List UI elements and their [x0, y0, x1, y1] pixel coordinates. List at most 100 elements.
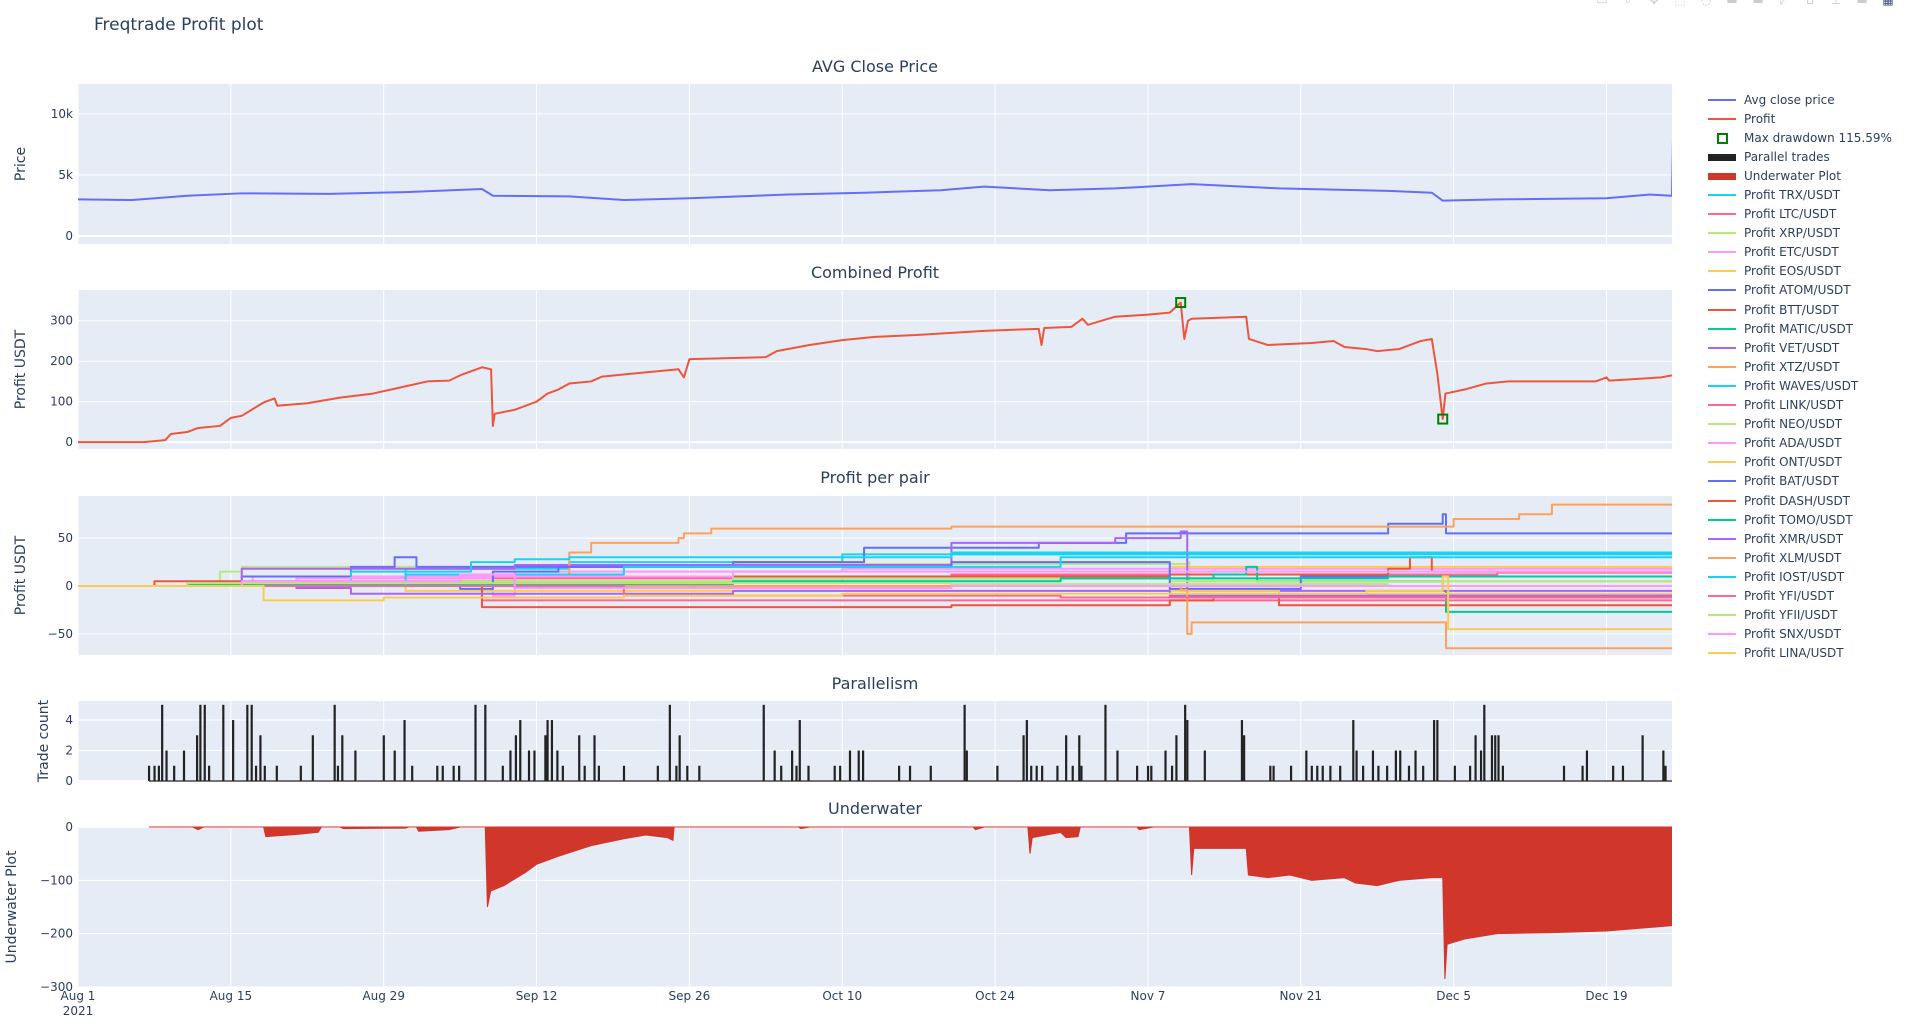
legend-item[interactable]: Profit VET/USDT: [1706, 338, 1892, 357]
series-profit-xmr-usdt-line: [78, 585, 1672, 597]
legend-item[interactable]: Profit XMR/USDT: [1706, 529, 1892, 548]
parallel-bar: [597, 765, 600, 781]
y-axis-title: Price: [13, 147, 29, 181]
parallel-bar: [1240, 720, 1244, 781]
legend-item[interactable]: Profit LTC/USDT: [1706, 205, 1892, 224]
legend-label: Profit DASH/USDT: [1744, 493, 1851, 508]
legend-item[interactable]: Max drawdown 115.59%: [1706, 128, 1892, 147]
line-swatch-icon: [1706, 552, 1738, 564]
plotly-logo-icon[interactable]: ▦: [1882, 0, 1894, 7]
parallel-bar: [839, 765, 842, 781]
zoom-in-icon[interactable]: ▬: [1726, 0, 1738, 7]
legend-item[interactable]: Profit BTT/USDT: [1706, 300, 1892, 319]
parallel-bar: [411, 765, 414, 781]
pan-icon[interactable]: ✥: [1648, 0, 1660, 7]
legend-label: Profit BTT/USDT: [1744, 302, 1839, 317]
legend-item[interactable]: Profit BAT/USDT: [1706, 472, 1892, 491]
parallel-bar: [1269, 765, 1272, 781]
legend-item[interactable]: Profit YFI/USDT: [1706, 586, 1892, 605]
y-tick-label: 10k: [51, 107, 73, 121]
camera-icon[interactable]: ▭: [1596, 0, 1608, 7]
legend-item[interactable]: Profit MATIC/USDT: [1706, 319, 1892, 338]
parallel-bar: [1310, 765, 1313, 781]
x-tick-label: Aug 1: [61, 989, 96, 1003]
parallel-bar: [1186, 720, 1189, 781]
legend-label: Profit YFII/USDT: [1744, 608, 1838, 623]
legend-label: Profit BAT/USDT: [1744, 474, 1839, 489]
legend-item[interactable]: Profit DASH/USDT: [1706, 491, 1892, 510]
legend-item[interactable]: Profit YFII/USDT: [1706, 606, 1892, 625]
legend-item[interactable]: Profit TOMO/USDT: [1706, 510, 1892, 529]
parallel-bar: [1136, 765, 1139, 781]
parallel-bar: [1056, 765, 1059, 781]
parallel-bar: [1621, 765, 1625, 781]
series-profit-dash-usdt-line: [78, 585, 1672, 609]
autoscale-icon[interactable]: ⤢: [1779, 0, 1789, 7]
line-swatch-icon: [1706, 571, 1738, 583]
y-tick-label: −100: [40, 873, 73, 887]
legend-item[interactable]: Profit: [1706, 109, 1892, 128]
x-tick-label: Oct 10: [822, 989, 862, 1003]
line-swatch-icon: [1706, 399, 1738, 411]
parallel-bar: [1362, 765, 1365, 781]
legend-item[interactable]: Profit XLM/USDT: [1706, 548, 1892, 567]
parallel-bar: [996, 765, 999, 781]
select-icon[interactable]: ⬚: [1674, 0, 1686, 7]
legend-item[interactable]: Avg close price: [1706, 90, 1892, 109]
parallel-bar: [222, 704, 225, 781]
parallel-bar: [1501, 765, 1504, 781]
lasso-icon[interactable]: ◌: [1700, 0, 1712, 7]
parallel-bar: [1305, 750, 1308, 781]
legend-item[interactable]: Profit ATOM/USDT: [1706, 281, 1892, 300]
legend-item[interactable]: Profit NEO/USDT: [1706, 415, 1892, 434]
legend-item[interactable]: Profit ADA/USDT: [1706, 434, 1892, 453]
parallel-bar: [1562, 765, 1566, 781]
hover-icon[interactable]: ▬: [1856, 0, 1868, 7]
parallel-bar: [354, 750, 357, 781]
legend-item[interactable]: Profit LINK/USDT: [1706, 396, 1892, 415]
zoom-out-icon[interactable]: ▬: [1752, 0, 1764, 7]
parallel-bar: [514, 735, 518, 781]
line-swatch-icon: [1706, 628, 1738, 640]
reset-icon[interactable]: ⌂: [1806, 0, 1814, 7]
spike-icon[interactable]: ⊥: [1830, 0, 1842, 7]
parallel-bar: [857, 750, 860, 781]
parallel-bar: [929, 765, 932, 781]
parallel-bar: [1377, 765, 1380, 781]
legend-item[interactable]: Underwater Plot: [1706, 166, 1892, 185]
legend-item[interactable]: Parallel trades: [1706, 147, 1892, 166]
legend-label: Profit XLM/USDT: [1744, 550, 1842, 565]
parallel-bar: [1483, 704, 1486, 781]
parallel-bar: [1585, 750, 1589, 781]
parallel-bar: [1203, 750, 1206, 781]
parallel-bar: [382, 735, 385, 781]
zoom-icon[interactable]: ⌕: [1624, 0, 1632, 7]
series-profit-waves-usdt-line: [78, 551, 1672, 588]
parallel-bar: [780, 765, 783, 781]
y-tick-label: 50: [58, 531, 73, 545]
x-tick-label: Aug 15: [210, 989, 253, 1003]
legend-item[interactable]: Profit TRX/USDT: [1706, 185, 1892, 204]
parallel-bar: [1436, 720, 1439, 781]
chart-title: Freqtrade Profit plot: [94, 15, 264, 35]
parallel-bar: [1316, 765, 1319, 781]
y-tick-label: −50: [48, 627, 73, 641]
legend-item[interactable]: Profit SNX/USDT: [1706, 625, 1892, 644]
legend-item[interactable]: Profit LINA/USDT: [1706, 644, 1892, 663]
legend-item[interactable]: Profit WAVES/USDT: [1706, 376, 1892, 395]
subplot-underwater: −300 −200 −100 0 Underwater Underwater Plot Au…: [4, 799, 1672, 1018]
legend-item[interactable]: Profit XRP/USDT: [1706, 224, 1892, 243]
subplot-price: 0 5k 10k AVG Close Price Price: [13, 57, 1672, 244]
legend: Avg close price Profit Max drawdown 115.59…: [1706, 90, 1892, 663]
line-swatch-icon: [1706, 208, 1738, 220]
legend-item[interactable]: Profit ETC/USDT: [1706, 243, 1892, 262]
legend-item[interactable]: Profit IOST/USDT: [1706, 567, 1892, 586]
legend-item[interactable]: Profit XTZ/USDT: [1706, 357, 1892, 376]
line-swatch-icon: [1706, 533, 1738, 545]
parallel-bar: [199, 704, 202, 781]
legend-item[interactable]: Profit EOS/USDT: [1706, 262, 1892, 281]
parallel-bar: [458, 765, 461, 781]
legend-item[interactable]: Profit ONT/USDT: [1706, 453, 1892, 472]
legend-label: Profit MATIC/USDT: [1744, 321, 1854, 336]
